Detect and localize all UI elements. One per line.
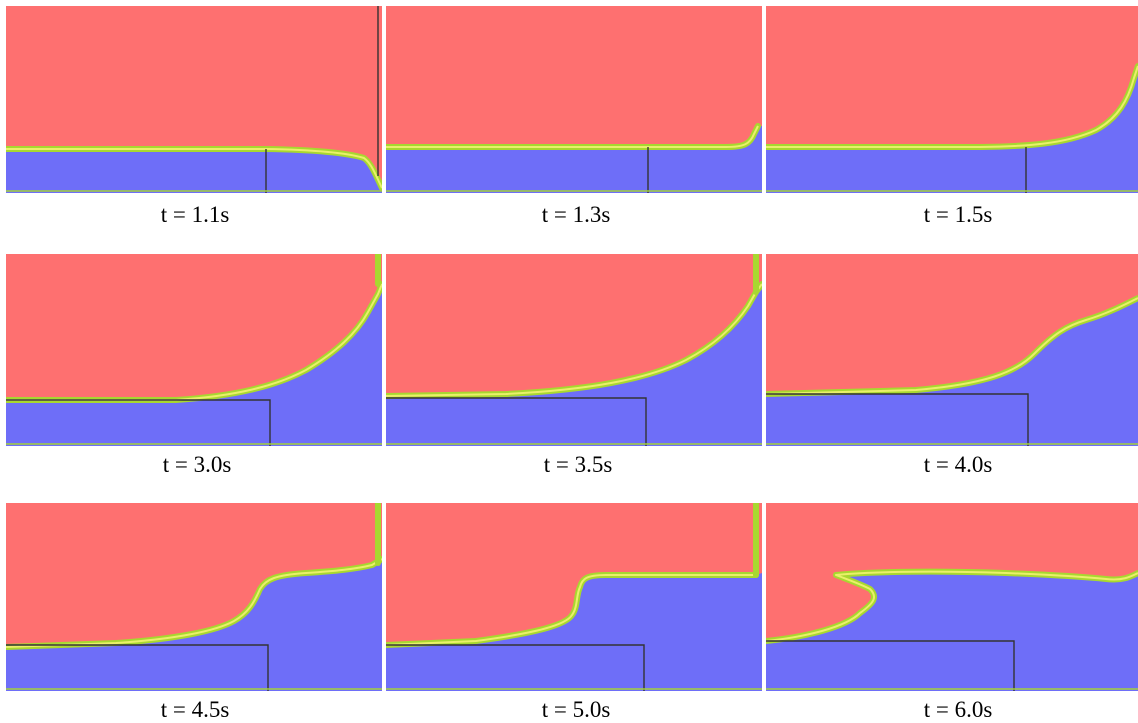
caption-3: t = 1.5s xyxy=(923,202,993,227)
free-surface-highlight xyxy=(386,283,762,397)
free-surface-highlight xyxy=(6,558,382,648)
free-surface-highlight xyxy=(766,570,1138,642)
snapshot-3-image xyxy=(766,6,1138,193)
obstacle-outline xyxy=(6,644,269,691)
snapshot-4 xyxy=(6,254,382,446)
obstacle-outline xyxy=(386,644,645,691)
snapshot-8-image xyxy=(386,503,762,691)
snapshot-9-image xyxy=(766,503,1138,691)
snapshot-4-image xyxy=(6,254,382,446)
obstacle-outline xyxy=(386,397,647,446)
free-surface-highlight xyxy=(766,65,1138,148)
caption-5: t = 3.5s xyxy=(543,452,613,477)
water-region xyxy=(766,571,1138,691)
caption-1: t = 1.1s xyxy=(160,202,230,227)
free-surface-highlight xyxy=(6,148,382,189)
water-region xyxy=(386,284,762,446)
water-region xyxy=(386,573,762,691)
free-surface-highlight xyxy=(6,283,382,401)
water-region xyxy=(6,284,382,446)
water-region xyxy=(766,298,1138,446)
caption-6: t = 4.0s xyxy=(923,452,993,477)
water-region xyxy=(6,149,382,193)
snapshot-8 xyxy=(386,503,762,691)
snapshot-1-image xyxy=(6,6,382,193)
obstacle-outline xyxy=(6,399,271,446)
snapshot-1 xyxy=(6,6,382,193)
water-region xyxy=(386,126,762,193)
snapshot-7 xyxy=(6,503,382,691)
water-region xyxy=(6,559,382,691)
snapshot-2 xyxy=(386,6,762,193)
snapshot-7-image xyxy=(6,503,382,691)
caption-8: t = 5.0s xyxy=(541,697,611,722)
snapshot-3 xyxy=(766,6,1138,193)
free-surface-highlight xyxy=(386,574,756,646)
snapshot-5 xyxy=(386,254,762,446)
caption-7: t = 4.5s xyxy=(160,697,230,722)
snapshot-9 xyxy=(766,503,1138,691)
caption-4: t = 3.0s xyxy=(162,452,232,477)
snapshot-6-image xyxy=(766,254,1138,446)
caption-2: t = 1.3s xyxy=(541,202,611,227)
free-surface-highlight xyxy=(766,297,1138,395)
water-region xyxy=(766,66,1138,193)
free-surface-highlight xyxy=(386,125,759,148)
obstacle-outline xyxy=(766,640,1015,691)
snapshot-5-image xyxy=(386,254,762,446)
caption-9: t = 6.0s xyxy=(923,697,993,722)
snapshot-2-image xyxy=(386,6,762,193)
obstacle-outline xyxy=(766,393,1029,446)
snapshot-6 xyxy=(766,254,1138,446)
